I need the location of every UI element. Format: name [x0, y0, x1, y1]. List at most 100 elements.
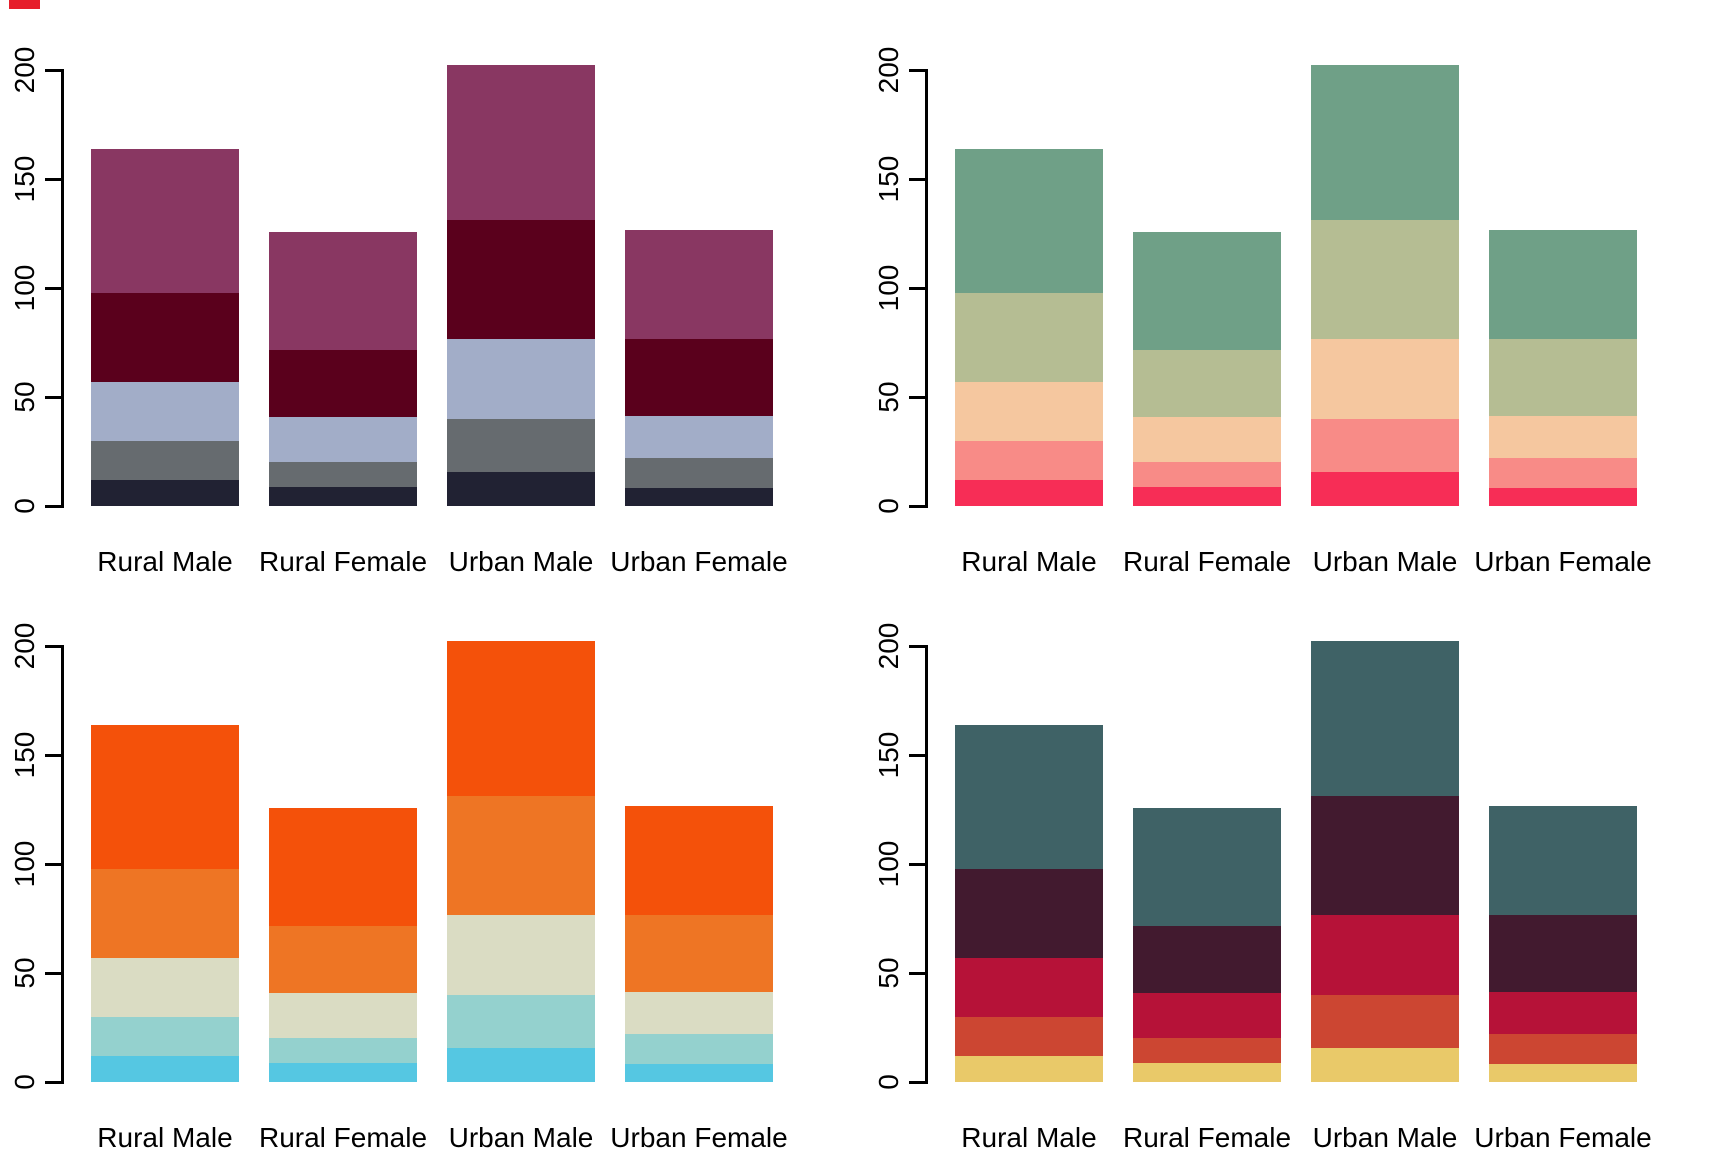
bar-segment [1489, 1034, 1637, 1064]
bar-segment [447, 419, 595, 473]
bar-segment [447, 1048, 595, 1082]
y-axis-tick-label: 150 [9, 155, 40, 203]
y-axis-tick [45, 395, 61, 399]
y-axis-tick [45, 862, 61, 866]
bar-segment [1133, 1037, 1281, 1064]
x-axis-category-label: Rural Male [961, 546, 1097, 577]
bar-segment [1311, 995, 1459, 1049]
x-axis-category-label: Rural Female [1122, 546, 1292, 577]
y-axis-tick-label: 50 [9, 381, 40, 413]
bar-segment [91, 1056, 239, 1082]
bar-segment [625, 339, 773, 416]
bar-segment [1489, 458, 1637, 488]
y-axis-tick-label: 100 [873, 840, 904, 888]
x-axis-category-label: Rural Male [961, 1122, 1097, 1152]
bar-segment [269, 461, 417, 488]
y-axis-tick [909, 753, 925, 757]
y-axis-tick-label: 100 [873, 264, 904, 312]
x-axis-category-label: Rural Female [1122, 1122, 1292, 1152]
x-axis-category-label: Urban Female [1474, 1122, 1652, 1152]
y-axis-tick [909, 177, 925, 181]
stacked-bar-chart-top-right: 0 50 100 150 200 Rural Male Rural Female Urban … [864, 0, 1728, 577]
bar-segment [1133, 1063, 1281, 1082]
bar-segment [1489, 415, 1637, 459]
bar-segment [269, 1037, 417, 1064]
y-axis-tick-label: 200 [873, 46, 904, 94]
y-axis-tick [45, 68, 61, 72]
y-axis-tick [909, 862, 925, 866]
y-axis-tick [909, 971, 925, 975]
bar-segment [1489, 915, 1637, 992]
bar-segment [269, 417, 417, 462]
bar-segment [91, 293, 239, 383]
bar-segment [955, 480, 1103, 506]
x-axis-category-label: Urban Male [448, 1122, 594, 1152]
bar-segment [447, 472, 595, 506]
bar-segment [91, 149, 239, 293]
y-axis-tick [909, 286, 925, 290]
bar-segment [269, 349, 417, 418]
bar-segment [625, 991, 773, 1035]
bar-segment [1311, 914, 1459, 996]
bar-segment [269, 231, 417, 350]
y-axis-tick-label: 200 [873, 622, 904, 670]
bar-segment [625, 415, 773, 459]
bar-segment [1489, 1063, 1637, 1082]
bar-segment [447, 64, 595, 220]
bar-segment [1489, 806, 1637, 916]
bar-segment [1311, 640, 1459, 796]
bar-segment [1311, 338, 1459, 420]
y-axis-tick [909, 395, 925, 399]
bar-segment [1311, 795, 1459, 915]
y-axis-tick [45, 177, 61, 181]
y-axis-tick-label: 0 [873, 498, 904, 514]
bar-segment [955, 1056, 1103, 1082]
bar-segment [1489, 230, 1637, 340]
bar-segment [1133, 807, 1281, 926]
bar-segment [91, 1017, 239, 1057]
y-axis-line [925, 644, 928, 1084]
bar-segment [955, 149, 1103, 293]
bar-segment [1133, 349, 1281, 418]
y-axis-tick-label: 200 [9, 46, 40, 94]
x-axis-category-label: Urban Male [1312, 546, 1458, 577]
x-axis-category-label: Urban Male [1312, 1122, 1458, 1152]
bar-segment [91, 441, 239, 481]
y-axis-tick-label: 200 [9, 622, 40, 670]
y-axis-tick-label: 0 [9, 498, 40, 514]
y-axis-tick [45, 286, 61, 290]
y-axis-tick-label: 150 [873, 155, 904, 203]
y-axis-tick [45, 971, 61, 975]
y-axis-line [61, 644, 64, 1084]
bar-segment [447, 338, 595, 420]
bar-segment [1133, 231, 1281, 350]
bar-segment [1311, 472, 1459, 506]
bar-segment [955, 725, 1103, 869]
y-axis-tick [45, 753, 61, 757]
bar-segment [955, 958, 1103, 1018]
bar-segment [1489, 339, 1637, 416]
bar-segment [269, 993, 417, 1038]
bar-segment [625, 915, 773, 992]
stacked-bar-chart-bottom-right: 0 50 100 150 200 Rural Male Rural Female Urban … [864, 576, 1728, 1152]
bar-segment [625, 806, 773, 916]
y-axis-tick [45, 504, 61, 508]
bar-segment [1133, 461, 1281, 488]
y-axis-tick-label: 150 [873, 731, 904, 779]
y-axis-tick [909, 504, 925, 508]
bar-segment [1311, 219, 1459, 339]
bar-segment [91, 382, 239, 442]
bar-segment [1133, 925, 1281, 994]
y-axis-tick-label: 0 [873, 1074, 904, 1090]
x-axis-category-label: Rural Female [258, 546, 428, 577]
y-axis-tick-label: 0 [9, 1074, 40, 1090]
y-axis-tick-label: 50 [873, 957, 904, 989]
bar-segment [91, 958, 239, 1018]
y-axis-tick [45, 644, 61, 648]
bar-segment [447, 914, 595, 996]
y-axis-tick-label: 50 [9, 957, 40, 989]
bar-segment [269, 807, 417, 926]
bar-segment [625, 1063, 773, 1082]
bar-segment [1311, 419, 1459, 473]
x-axis-category-label: Rural Male [97, 1122, 233, 1152]
